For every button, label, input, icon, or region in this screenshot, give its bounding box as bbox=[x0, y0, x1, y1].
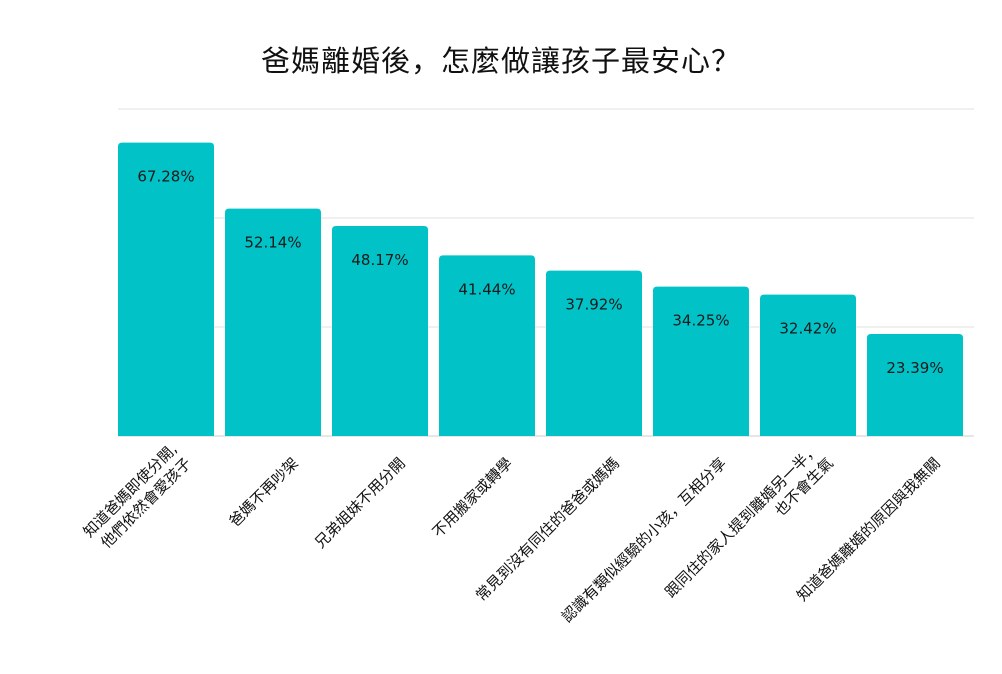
bar-value-label-5: 37.92% bbox=[565, 296, 622, 314]
bar-1 bbox=[118, 142, 214, 437]
category-label-line: 兄弟姐妹不用分開 bbox=[311, 454, 409, 552]
category-label-line: 跟同住的家人提到離婚另一半， bbox=[661, 440, 822, 601]
bar-value-label-4: 41.44% bbox=[458, 280, 515, 298]
bar-3 bbox=[332, 225, 428, 436]
bar-8 bbox=[867, 334, 963, 436]
bar-value-label-2: 52.14% bbox=[244, 234, 301, 252]
bar-7 bbox=[760, 294, 856, 436]
category-label-3: 兄弟姐妹不用分開 bbox=[311, 454, 409, 552]
category-label-4: 不用搬家或轉學 bbox=[429, 454, 516, 541]
category-label-2: 爸媽不再吵架 bbox=[225, 454, 301, 530]
bar-value-label-6: 34.25% bbox=[672, 312, 729, 330]
category-label-line: 爸媽不再吵架 bbox=[225, 454, 301, 530]
bar-4 bbox=[439, 255, 535, 436]
chart-title: 爸媽離婚後，怎麼做讓孩子最安心？ bbox=[260, 44, 741, 78]
bar-value-label-1: 67.28% bbox=[137, 168, 194, 186]
bar-6 bbox=[653, 286, 749, 436]
bar-value-label-3: 48.17% bbox=[351, 251, 408, 269]
bar-value-label-7: 32.42% bbox=[779, 320, 836, 338]
bar-2 bbox=[225, 208, 321, 436]
bar-value-label-8: 23.39% bbox=[886, 359, 943, 377]
bar-5 bbox=[546, 270, 642, 436]
category-label-line: 不用搬家或轉學 bbox=[429, 454, 516, 541]
category-label-1: 知道爸媽即使分開,他們依然會愛孩子 bbox=[80, 440, 195, 555]
